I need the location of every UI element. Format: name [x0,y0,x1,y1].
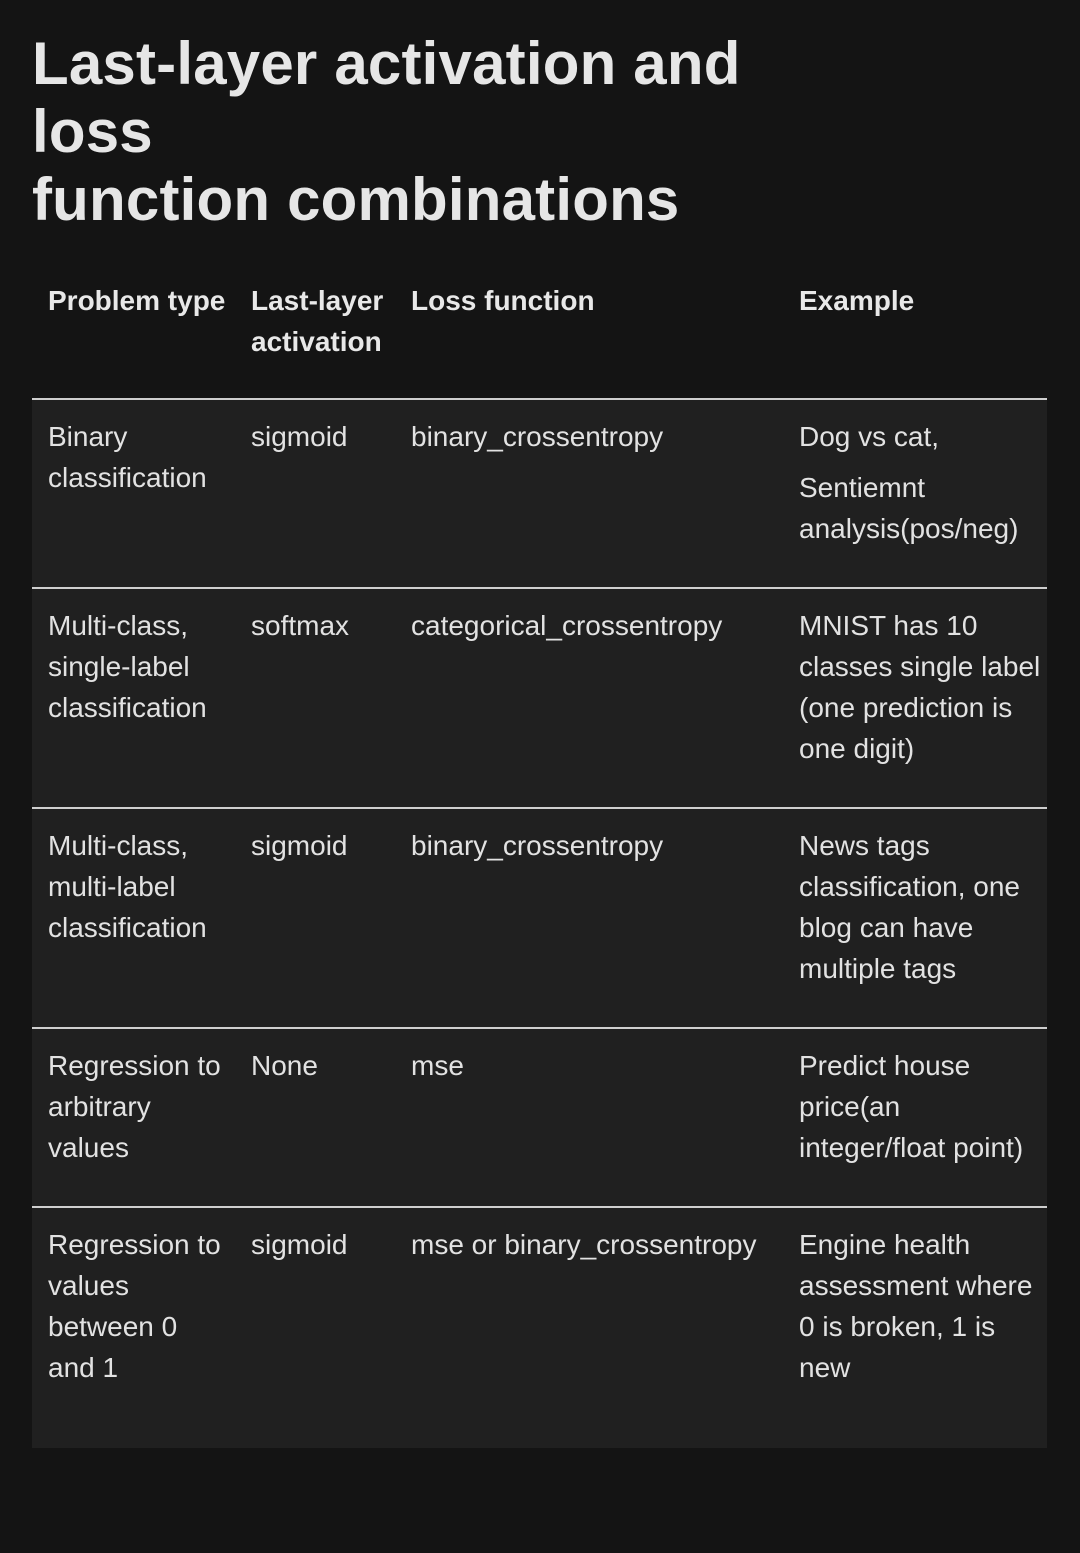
cell-loss-function: mse [395,1028,783,1208]
cell-activation: sigmoid [235,808,395,1029]
table-header: Problem type Last-layer activation Loss … [32,266,1047,400]
cell-activation: softmax [235,588,395,809]
cell-example: MNIST has 10 classes single label (one p… [783,588,1047,809]
table-row: Regression to values between 0 and 1 sigm… [32,1207,1047,1448]
header-loss-function: Loss function [395,266,783,400]
cell-example: News tags classification, one blog can h… [783,808,1047,1029]
example-text: News tags classification, one blog can h… [799,830,1021,984]
activation-loss-table: Problem type Last-layer activation Loss … [32,266,1047,1448]
header-example: Example [783,266,1047,400]
title-line: Last-layer activation and [32,30,741,97]
example-text: Sentiemnt analysis(pos/neg) [799,472,1019,544]
cell-example: Engine health assessment where 0 is brok… [783,1207,1047,1448]
cell-loss-function: binary_crossentropy [395,399,783,589]
table-row: Multi-class, single-label classification… [32,588,1047,809]
title-line: loss [32,98,153,165]
cell-problem-type: Binary classification [32,399,235,589]
cell-problem-type: Multi-class, single-label classification [32,588,235,809]
cell-problem-type: Regression to values between 0 and 1 [32,1207,235,1448]
title-line: function combinations [32,166,680,233]
table-body: Binary classification sigmoid binary_cross… [32,399,1047,1448]
cell-activation: None [235,1028,395,1208]
cell-problem-type: Multi-class, multi-label classification [32,808,235,1029]
table-row: Multi-class, multi-label classification s… [32,808,1047,1029]
header-row: Problem type Last-layer activation Loss … [32,266,1047,400]
cell-problem-type: Regression to arbitrary values [32,1028,235,1208]
table-row: Binary classification sigmoid binary_cross… [32,399,1047,589]
cell-loss-function: binary_crossentropy [395,808,783,1029]
cell-example: Dog vs cat, Sentiemnt analysis(pos/neg) [783,399,1047,589]
header-activation: Last-layer activation [235,266,395,400]
example-text: Dog vs cat, [799,421,940,452]
page-title: Last-layer activation and loss function … [32,30,1046,234]
header-problem-type: Problem type [32,266,235,400]
cell-loss-function: categorical_crossentropy [395,588,783,809]
cell-activation: sigmoid [235,399,395,589]
example-text: Predict house price(an integer/float poi… [799,1050,1024,1163]
table-row: Regression to arbitrary values None mse Pre… [32,1028,1047,1208]
example-text: Engine health assessment where 0 is brok… [799,1229,1033,1383]
cell-activation: sigmoid [235,1207,395,1448]
cell-loss-function: mse or binary_crossentropy [395,1207,783,1448]
example-text: MNIST has 10 classes single label (one p… [799,610,1041,764]
cell-example: Predict house price(an integer/float poi… [783,1028,1047,1208]
